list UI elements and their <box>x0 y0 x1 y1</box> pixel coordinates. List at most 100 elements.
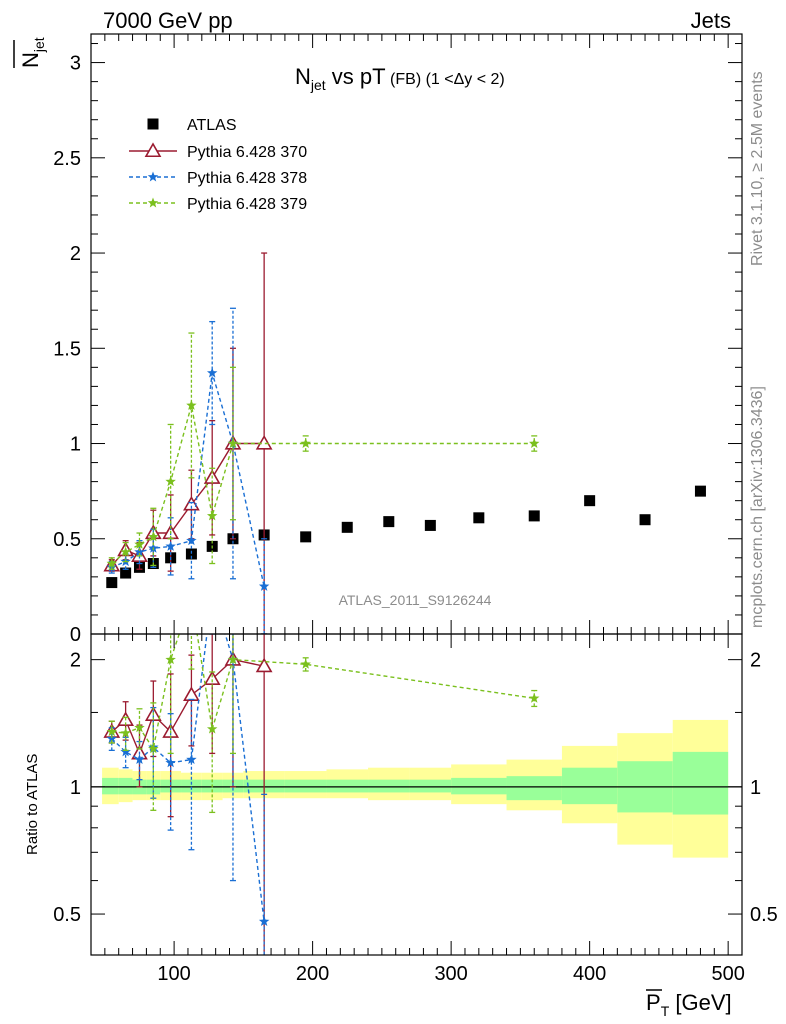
uncertainty-band-green <box>368 779 410 793</box>
legend-entry: Pythia 6.428 379 <box>129 196 307 213</box>
y-tick-label: 2 <box>70 243 81 265</box>
ratio-series-2-point <box>206 723 218 734</box>
main-series-0-point <box>639 514 651 526</box>
y-tick-label: 3 <box>70 53 81 75</box>
uncertainty-band-green <box>118 777 133 795</box>
ratio-series-1-point <box>258 916 270 926</box>
ratio-tick-label-right: 0.5 <box>750 904 778 926</box>
header-right: Jets <box>691 8 731 33</box>
ratio-series-2-point <box>106 726 118 737</box>
uncertainty-band-green <box>451 777 507 795</box>
main-series-3-point <box>300 438 311 448</box>
main-series-0-point <box>528 510 540 522</box>
main-series-3-point <box>227 438 239 448</box>
legend-entry: Pythia 6.428 370 <box>129 142 307 161</box>
main-series-3 <box>106 332 540 570</box>
main-series-3-point <box>148 531 159 542</box>
ratio-series-0-point <box>203 670 221 686</box>
ratio-series-2-point <box>134 722 145 733</box>
ratio-tick-label: 1 <box>70 777 81 799</box>
main-series-3-point <box>206 510 218 521</box>
ratio-series-2 <box>106 634 540 814</box>
ratio-series-0-point <box>255 657 273 673</box>
x-axis-title-unit: [GeV] <box>669 990 731 1015</box>
y-axis-title-sub: jet <box>31 37 47 53</box>
legend-marker <box>144 142 162 158</box>
main-series-2 <box>106 307 270 634</box>
main-series-0-point <box>106 577 118 589</box>
legend-label: Pythia 6.428 370 <box>187 144 307 161</box>
title-rest: vs pT <box>326 64 386 89</box>
main-series-3-line <box>111 405 535 565</box>
legend-marker <box>147 197 159 208</box>
uncertainty-band-green <box>561 767 618 805</box>
ratio-series-0-line <box>111 658 265 756</box>
title-main: N <box>295 64 311 89</box>
ratio-panel: 100 200 300 400 500 0.5 0.5 1 1 2 2 Ratio to ATLAS… <box>24 586 778 1019</box>
main-series-0-point <box>185 548 197 560</box>
analysis-watermark: ATLAS_2011_S9126244 <box>339 592 492 608</box>
y-tick-label: 0 <box>70 624 81 646</box>
x-axis-title-main: P <box>646 990 661 1015</box>
ratio-series-1 <box>106 586 270 955</box>
main-series-0-point <box>584 495 596 507</box>
ratio-series-2-point <box>300 658 311 669</box>
main-series-0-point <box>341 521 353 533</box>
main-series-2-point <box>165 540 176 551</box>
rivet-label: Rivet 3.1.10, ≥ 2.5M events <box>749 71 766 266</box>
main-series-2-point <box>186 535 197 546</box>
main-series-0-point <box>694 485 706 497</box>
chart-title: Njet vs pT (FB) (1 <Δy < 2) <box>295 64 505 93</box>
title-fb: (FB) <box>386 71 422 88</box>
main-series-0-point <box>473 512 485 524</box>
ratio-series-1-point <box>134 754 145 765</box>
y-axis-title-main: N <box>18 52 43 68</box>
legend-label: Pythia 6.428 378 <box>187 170 307 187</box>
ratio-series-1-line <box>111 634 265 922</box>
ratio-series-2-point <box>165 654 176 665</box>
uncertainty-band-green <box>102 777 119 795</box>
svg-text:PT [GeV]: PT [GeV] <box>646 990 732 1019</box>
ratio-series-1-point <box>120 746 131 757</box>
ratio-series-1-point <box>165 757 176 768</box>
y-tick-label: 1 <box>70 434 81 456</box>
legend-marker <box>147 118 159 130</box>
title-sub: jet <box>310 77 326 93</box>
ratio-tick-label: 2 <box>70 650 81 672</box>
uncertainty-band-green <box>181 779 202 793</box>
x-axis-title-sub: T <box>661 1003 670 1019</box>
x-tick-label: 200 <box>296 963 329 985</box>
ratio-panel-frame <box>90 633 743 956</box>
legend-label: ATLAS <box>187 117 237 134</box>
y-tick-label: 1.5 <box>53 338 81 360</box>
main-series-0 <box>106 485 706 589</box>
ratio-tick-label-right: 2 <box>750 650 761 672</box>
uncertainty-band-green <box>409 779 452 793</box>
x-tick-label: 500 <box>711 963 744 985</box>
main-series-0-point <box>300 531 312 543</box>
title-range: (1 <Δy < 2) <box>421 71 505 88</box>
legend: ATLAS Pythia 6.428 370 Pythia 6.428 378 Pyt… <box>129 117 307 213</box>
ratio-series-2-point <box>227 654 239 665</box>
ratio-series-1-point <box>106 733 118 744</box>
main-series-3-point <box>165 476 176 487</box>
legend-entry: Pythia 6.428 378 <box>129 170 307 187</box>
main-series-2-point <box>258 580 270 591</box>
legend-marker <box>147 171 159 182</box>
legend-label: Pythia 6.428 379 <box>187 196 307 213</box>
ratio-series-0-point <box>183 686 200 702</box>
uncertainty-band-green <box>284 779 327 793</box>
svg-text:Njet: Njet <box>18 37 47 68</box>
ratio-series-2-point <box>148 743 159 754</box>
uncertainty-band-green <box>672 751 729 815</box>
x-tick-label: 400 <box>573 963 606 985</box>
ratio-series-1-point <box>207 586 217 596</box>
uncertainty-band-green <box>506 776 562 801</box>
main-series-3-point <box>186 399 197 410</box>
main-series-0-point <box>424 519 436 531</box>
header-left: 7000 GeV pp <box>103 8 233 33</box>
main-series-2-point <box>134 546 145 557</box>
ratio-tick-label-right: 1 <box>750 777 761 799</box>
y-axis-title: Njet <box>13 37 47 68</box>
